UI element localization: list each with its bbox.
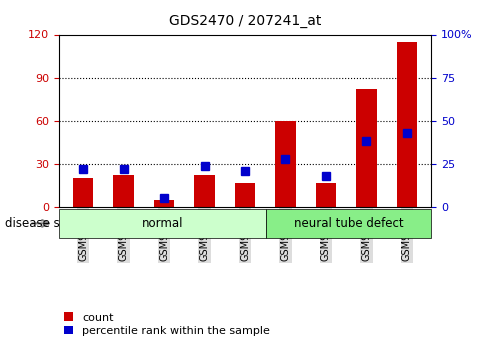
Bar [73, 178, 93, 207]
Bar [195, 175, 215, 207]
Bar [356, 89, 376, 207]
Text: GDS2470 / 207241_at: GDS2470 / 207241_at [169, 14, 321, 28]
Bar [275, 121, 295, 207]
Text: normal: normal [142, 217, 183, 230]
Bar [316, 183, 336, 207]
Bar [235, 183, 255, 207]
Bar [397, 42, 417, 207]
Bar [154, 200, 174, 207]
Text: neural tube defect: neural tube defect [294, 217, 403, 230]
Bar [114, 175, 134, 207]
Text: disease state: disease state [5, 217, 84, 230]
Legend: count, percentile rank within the sample: count, percentile rank within the sample [64, 313, 270, 336]
